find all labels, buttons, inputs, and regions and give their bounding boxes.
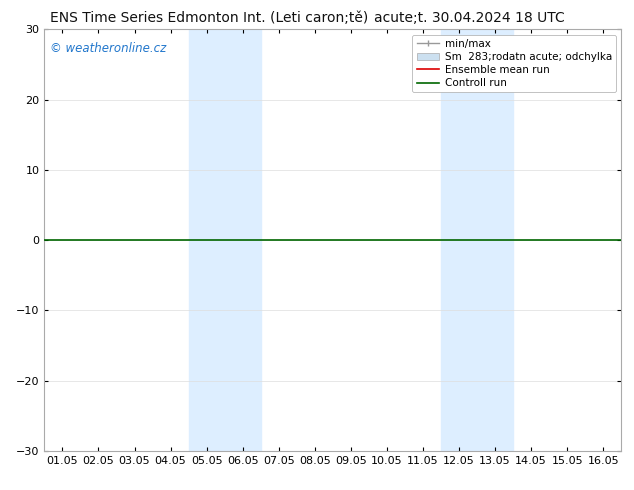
Bar [441, 29, 513, 451]
Bar [189, 29, 261, 451]
Text: ENS Time Series Edmonton Int. (Leti caron;tě): ENS Time Series Edmonton Int. (Leti caro… [50, 11, 368, 25]
Text: © weatheronline.cz: © weatheronline.cz [50, 42, 166, 55]
Legend: min/max, Sm  283;rodatn acute; odchylka, Ensemble mean run, Controll run: min/max, Sm 283;rodatn acute; odchylka, … [412, 35, 616, 92]
Text: acute;t. 30.04.2024 18 UTC: acute;t. 30.04.2024 18 UTC [374, 11, 564, 25]
